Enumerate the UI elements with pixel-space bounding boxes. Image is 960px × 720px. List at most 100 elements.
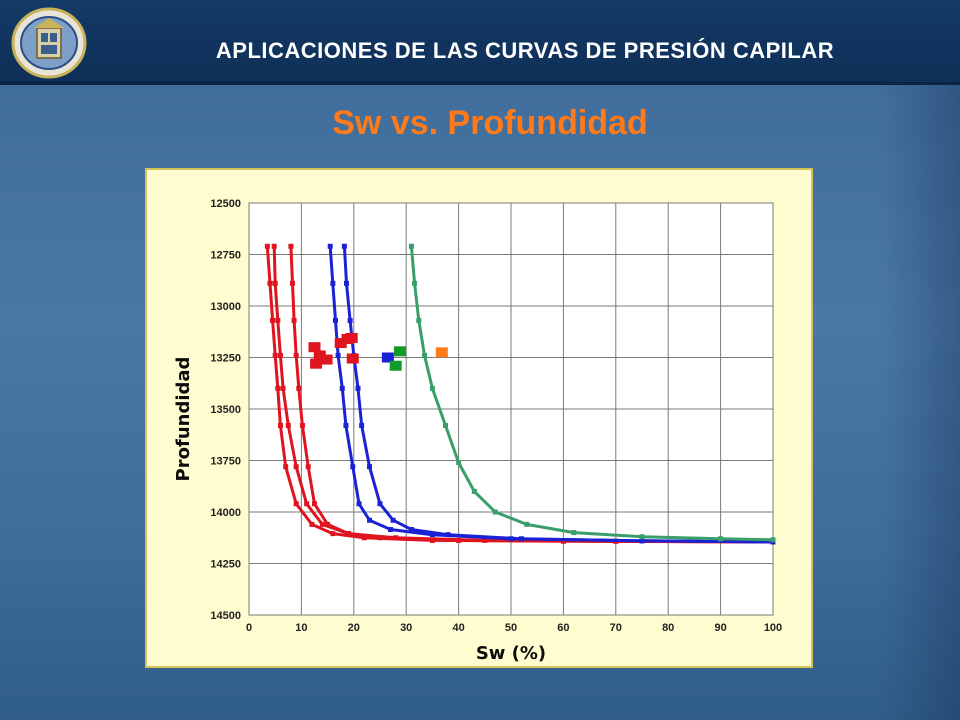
series-point bbox=[492, 509, 498, 515]
sample-marker bbox=[310, 358, 323, 369]
sample-marker bbox=[308, 342, 321, 353]
series-line-5 bbox=[342, 246, 774, 544]
series-point bbox=[367, 517, 373, 523]
series-point bbox=[330, 280, 336, 286]
series-point bbox=[412, 280, 418, 286]
series-point bbox=[422, 352, 428, 358]
slide-title: Sw vs. Profundidad bbox=[332, 104, 648, 142]
y-axis-title: Profundidad bbox=[173, 357, 194, 482]
header-bar: APLICACIONES DE LAS CURVAS DE PRESIÓN CA… bbox=[0, 0, 960, 85]
y-tick-label: 12750 bbox=[210, 250, 241, 262]
series-point bbox=[275, 317, 281, 323]
series-point bbox=[319, 521, 325, 527]
background-stripe bbox=[880, 80, 960, 720]
series-point bbox=[335, 352, 341, 358]
x-tick-label: 20 bbox=[348, 622, 360, 634]
series-point bbox=[272, 280, 278, 286]
series-point bbox=[272, 352, 278, 358]
series-point bbox=[408, 243, 414, 249]
y-tick-label: 14000 bbox=[210, 507, 241, 519]
sample-marker bbox=[345, 332, 358, 343]
x-tick-label: 100 bbox=[764, 622, 782, 634]
series-point bbox=[332, 317, 338, 323]
sample-marker bbox=[435, 347, 448, 358]
x-tick-label: 90 bbox=[714, 622, 726, 634]
series-point bbox=[429, 385, 435, 391]
series-point bbox=[416, 317, 422, 323]
series-point bbox=[293, 501, 299, 507]
series-point bbox=[359, 422, 365, 428]
x-tick-label: 80 bbox=[662, 622, 674, 634]
series-line-3 bbox=[289, 246, 774, 544]
y-tick-label: 13000 bbox=[210, 301, 241, 313]
series-point bbox=[355, 385, 361, 391]
series-point bbox=[350, 464, 356, 470]
series-point bbox=[456, 460, 462, 466]
chart-frame: 0 10 20 30 40 50 60 70 80 90 100 12500 12750 13000 132… bbox=[145, 168, 813, 668]
sample-marker bbox=[334, 338, 347, 349]
series-point bbox=[471, 488, 477, 494]
series-point bbox=[524, 521, 530, 527]
x-tick-label: 50 bbox=[505, 622, 517, 634]
series-line-6 bbox=[409, 246, 774, 542]
sw-depth-chart: 0 10 20 30 40 50 60 70 80 90 100 12500 12750 13000 132… bbox=[173, 198, 782, 664]
x-tick-label: 40 bbox=[452, 622, 464, 634]
series-point bbox=[289, 280, 295, 286]
series-point bbox=[304, 501, 310, 507]
y-tick-label: 13750 bbox=[210, 456, 241, 468]
x-tick-label: 0 bbox=[246, 622, 252, 634]
x-tick-label: 60 bbox=[557, 622, 569, 634]
series-point bbox=[361, 535, 367, 541]
sample-marker bbox=[381, 352, 394, 363]
series-point bbox=[270, 317, 276, 323]
series-point bbox=[280, 385, 286, 391]
series-point bbox=[387, 527, 393, 533]
series-point bbox=[296, 385, 302, 391]
series-point bbox=[341, 243, 347, 249]
series-point bbox=[293, 352, 299, 358]
series-point bbox=[456, 537, 462, 543]
series-point bbox=[347, 317, 353, 323]
sample-marker bbox=[320, 354, 333, 365]
series-point bbox=[291, 317, 297, 323]
series-point bbox=[277, 352, 283, 358]
series-point bbox=[293, 464, 299, 470]
x-tick-label: 70 bbox=[610, 622, 622, 634]
series-point bbox=[770, 537, 776, 543]
y-tick-label: 14500 bbox=[210, 610, 241, 622]
series-point bbox=[367, 464, 373, 470]
y-tick-label: 13500 bbox=[210, 404, 241, 416]
series-point bbox=[377, 535, 383, 541]
series-point bbox=[330, 531, 336, 537]
series-point bbox=[356, 501, 362, 507]
series-point bbox=[443, 422, 448, 428]
y-tick-label: 14250 bbox=[210, 559, 241, 571]
series-point bbox=[408, 527, 414, 533]
series-point bbox=[343, 422, 349, 428]
series-point bbox=[264, 243, 270, 249]
series-point bbox=[339, 385, 345, 391]
x-axis-title: Sw (%) bbox=[476, 643, 546, 664]
series-point bbox=[346, 531, 352, 537]
series-point bbox=[639, 538, 645, 544]
series-point bbox=[299, 422, 305, 428]
x-tick-label: 30 bbox=[400, 622, 412, 634]
series-point bbox=[377, 501, 383, 507]
series-point bbox=[390, 517, 396, 523]
y-tick-label: 13250 bbox=[210, 353, 241, 365]
header-title: APLICACIONES DE LAS CURVAS DE PRESIÓN CA… bbox=[215, 38, 835, 63]
series-point bbox=[285, 422, 291, 428]
series-point bbox=[277, 422, 283, 428]
series-point bbox=[305, 464, 311, 470]
series-point bbox=[327, 243, 333, 249]
series-point bbox=[271, 243, 277, 249]
university-seal-icon bbox=[11, 7, 87, 79]
series-point bbox=[267, 280, 273, 286]
series-point bbox=[325, 521, 331, 527]
series-point bbox=[639, 534, 645, 540]
series-point bbox=[718, 536, 724, 542]
series-point bbox=[518, 536, 524, 542]
sample-marker bbox=[313, 350, 326, 361]
series-point bbox=[445, 532, 451, 538]
sample-marker bbox=[346, 353, 359, 364]
